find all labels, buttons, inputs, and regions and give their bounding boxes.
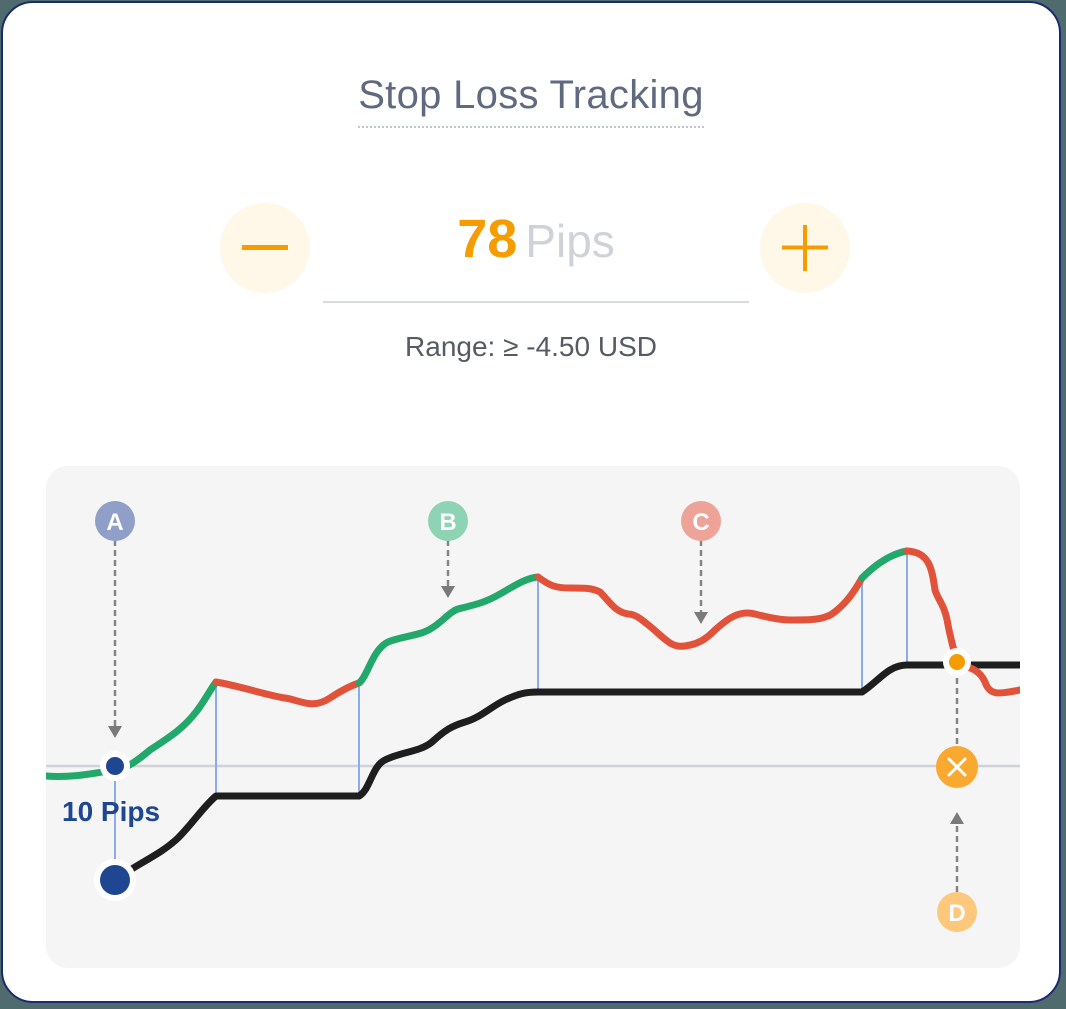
price-segment-down-3 xyxy=(903,547,1020,697)
exit-x-icon xyxy=(936,746,978,788)
annotation-connectors xyxy=(113,540,959,892)
price-segment-down-1 xyxy=(212,678,363,708)
trailing-stop-diagram: A B C D 10 Pips xyxy=(46,466,1020,968)
svg-text:D: D xyxy=(948,900,965,927)
marker-a-badge: A xyxy=(95,501,135,541)
svg-text:C: C xyxy=(692,509,709,536)
marker-d-badge: D xyxy=(937,892,977,932)
title-text: Stop Loss Tracking xyxy=(358,73,704,128)
decrease-button[interactable] xyxy=(220,203,310,293)
arrowheads xyxy=(108,586,964,824)
diagram-svg: A B C D xyxy=(46,501,1020,932)
pips-value: 78 xyxy=(457,209,518,269)
plus-icon xyxy=(782,225,828,271)
svg-text:B: B xyxy=(439,509,456,536)
svg-text:A: A xyxy=(106,509,123,536)
price-segment-up-2 xyxy=(355,573,542,687)
marker-b-badge: B xyxy=(428,501,468,541)
range-label: Range: ≥ -4.50 USD xyxy=(405,331,657,362)
page-title: Stop Loss Tracking xyxy=(3,73,1059,128)
stop-update-guides xyxy=(114,551,908,880)
price-segment-up-1 xyxy=(46,678,220,781)
marker-c-badge: C xyxy=(681,501,721,541)
offset-label: 10 Pips xyxy=(62,796,161,827)
price-segment-down-2 xyxy=(534,573,866,650)
pips-unit: Pips xyxy=(525,215,615,267)
increase-button[interactable] xyxy=(760,203,850,293)
price-segment-up-3 xyxy=(858,547,911,582)
pips-value-field[interactable]: 78 Pips xyxy=(323,208,749,303)
minus-icon xyxy=(242,245,288,250)
trailing-stop-line xyxy=(111,661,1020,884)
